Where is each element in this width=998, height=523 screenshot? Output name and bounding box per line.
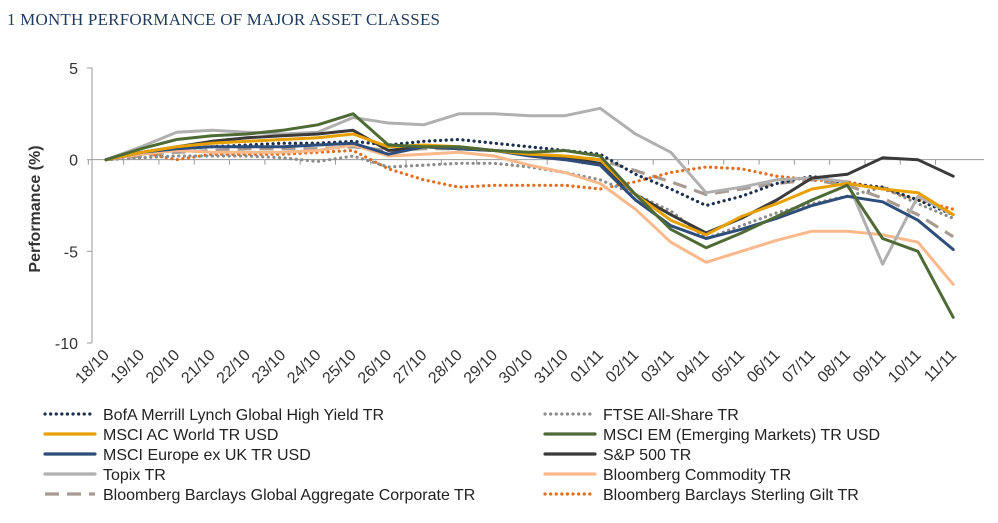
x-tick-label: 01/11 (568, 347, 608, 387)
series-line (104, 143, 955, 286)
legend: BofA Merrill Lynch Global High Yield TR F… (43, 407, 880, 504)
x-tick-label: 22/10 (214, 347, 254, 387)
x-tick-label: 20/10 (143, 347, 183, 387)
series-line (104, 154, 955, 241)
x-tick-labels: 18/1019/1020/1021/1022/1023/1024/1025/10… (72, 347, 960, 387)
series-layer (104, 106, 955, 319)
legend-label: Topix TR (103, 467, 166, 484)
x-tick-label: 25/10 (320, 347, 360, 387)
x-tick-label: 08/11 (815, 347, 855, 387)
series-line (104, 132, 955, 237)
x-tick-label: 27/10 (390, 347, 430, 387)
x-tick-label: 18/10 (72, 347, 112, 387)
legend-label: Bloomberg Barclays Sterling Gilt TR (603, 487, 859, 504)
y-tick-label: 5 (69, 61, 78, 78)
series-line (105, 145, 955, 239)
x-tick-label: 10/11 (885, 347, 925, 387)
x-tick-label: 24/10 (284, 347, 324, 387)
y-tick-label: -5 (64, 244, 78, 261)
series-line (104, 141, 955, 251)
y-tick-labels: 5 0 -5 -10 (55, 61, 78, 353)
x-tick-label: 28/10 (425, 347, 465, 387)
x-tick-label: 21/10 (178, 347, 218, 387)
legend-label: S&P 500 TR (603, 447, 691, 464)
y-tick-label: -10 (55, 336, 78, 353)
x-tick-label: 19/10 (108, 347, 148, 387)
series-line (104, 112, 955, 319)
x-tick-label: 11/11 (921, 347, 960, 386)
chart-axes (87, 67, 984, 344)
legend-label: MSCI EM (Emerging Markets) TR USD (603, 427, 880, 444)
x-tick-label: 09/11 (850, 347, 890, 387)
y-tick-label: 0 (69, 153, 78, 170)
x-tick-label: 30/10 (496, 347, 536, 387)
x-tick-label: 29/10 (461, 347, 501, 387)
x-tick-label: 05/11 (709, 347, 749, 387)
x-tick-label: 26/10 (355, 347, 395, 387)
x-tick-label: 23/10 (249, 347, 289, 387)
legend-label: BofA Merrill Lynch Global High Yield TR (103, 407, 384, 424)
legend-label: Bloomberg Barclays Global Aggregate Corp… (103, 487, 475, 504)
x-tick-label: 04/11 (673, 347, 713, 387)
series-line (104, 148, 955, 211)
chart-title: 1 MONTH PERFORMANCE OF MAJOR ASSET CLASS… (7, 10, 441, 29)
legend-label: Bloomberg Commodity TR (603, 467, 791, 484)
legend-label: MSCI Europe ex UK TR USD (103, 447, 311, 464)
x-tick-label: 03/11 (638, 347, 678, 387)
x-tick-label: 07/11 (779, 347, 819, 387)
x-tick-label: 06/11 (744, 347, 784, 387)
x-tick-label: 02/11 (603, 347, 643, 387)
y-axis-label: Performance (%) (27, 145, 44, 272)
legend-label: FTSE All-Share TR (603, 407, 739, 424)
series-line (104, 137, 955, 217)
legend-label: MSCI AC World TR USD (103, 427, 278, 444)
x-tick-label: 31/10 (531, 347, 571, 387)
